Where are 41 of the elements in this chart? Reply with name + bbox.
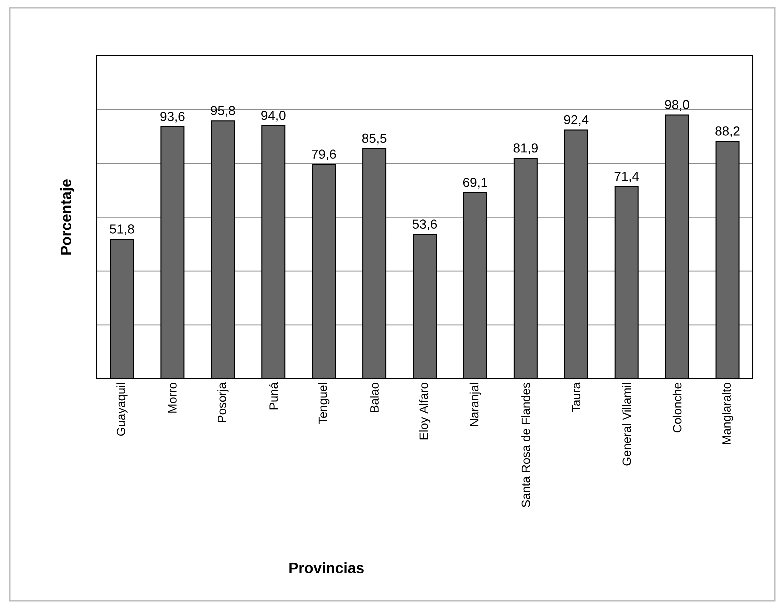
data-label: 93,6: [160, 112, 185, 123]
x-tick-label: Balao: [370, 383, 379, 412]
data-label: 98,0: [665, 100, 690, 112]
data-label: 81,9: [514, 144, 538, 154]
x-tick-label: Tenguel: [318, 383, 330, 424]
bar: [312, 164, 336, 379]
data-label: 94,0: [262, 111, 286, 122]
bar: [564, 130, 588, 379]
data-label: 79,6: [312, 150, 336, 161]
bar: [463, 192, 488, 379]
bar: [665, 114, 690, 379]
data-label: 51,8: [110, 224, 134, 236]
bar: [262, 125, 286, 379]
data-label: 88,2: [716, 126, 740, 138]
x-tick-label: Posorja: [218, 382, 229, 422]
x-tick-label: Naranjal: [470, 383, 482, 426]
data-label: 69,1: [463, 178, 488, 189]
data-label: 85,5: [362, 134, 387, 145]
x-tick-label: Eloy Alfaro: [419, 383, 431, 440]
x-tick-label: Guayaquil: [116, 383, 128, 436]
bar: [413, 234, 438, 379]
bar: [614, 186, 639, 379]
y-axis-title: Porcentaje: [60, 180, 74, 255]
x-tick-label: Santa Rosa de Flandes: [522, 382, 530, 508]
bar: [514, 158, 538, 379]
data-label: 71,4: [614, 172, 640, 183]
bar: [716, 141, 740, 379]
x-axis-title: Provincias: [290, 562, 364, 574]
x-tick-label: Colonche: [672, 383, 682, 433]
data-label: 53,6: [412, 220, 438, 231]
data-label: 92,4: [564, 115, 589, 126]
x-tick-label: General Villamil: [622, 383, 632, 466]
x-tick-label: Puná: [269, 382, 278, 410]
data-label: 95,8: [211, 106, 236, 117]
x-tick-label: Taura: [572, 382, 581, 412]
bar: [160, 126, 185, 379]
bar: [362, 148, 387, 379]
bar: [110, 239, 134, 379]
bar: [211, 120, 236, 379]
x-tick-label: Morro: [168, 383, 177, 413]
x-tick-label: Manglaralto: [722, 383, 734, 444]
